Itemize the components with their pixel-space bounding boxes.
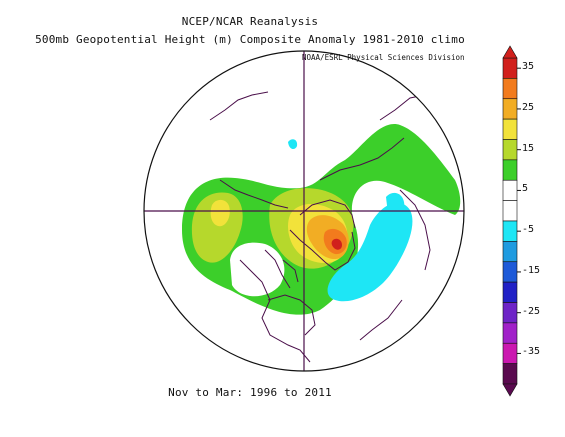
colorbar-swatch (502, 98, 518, 120)
colorbar-swatch (502, 139, 518, 161)
chart-title: NCEP/NCAR Reanalysis (181, 15, 319, 28)
colorbar-swatch (502, 342, 518, 364)
colorbar-swatch (502, 363, 518, 385)
colorbar-tick-label: -5 (522, 224, 535, 236)
period-label: Nov to Mar: 1996 to 2011 (168, 386, 332, 399)
colorbar-swatch (502, 159, 518, 181)
map-boundary (143, 50, 465, 372)
negative-anomaly-area (288, 139, 298, 150)
colorbar-swatch (502, 302, 518, 324)
positive-anomaly-area (191, 192, 243, 263)
colorbar-swatch (502, 281, 518, 303)
positive-anomaly-area (331, 238, 342, 250)
credit-text: NOAA/ESRL Physical Sciences Division (302, 53, 465, 62)
colorbar-tick-label: -15 (522, 264, 541, 276)
colorbar-top-arrow (502, 45, 518, 59)
coastlines (209, 91, 441, 363)
anomaly-fill-layer (182, 124, 461, 315)
colorbar-swatch (502, 220, 518, 242)
colorbar-swatch (502, 200, 518, 222)
negative-anomaly-area (327, 202, 413, 302)
colorbar-swatch (502, 78, 518, 100)
positive-anomaly-area (210, 199, 230, 227)
colorbar-swatch (502, 241, 518, 263)
colorbar-swatch (502, 322, 518, 344)
colorbar-tick-label: -25 (522, 305, 541, 317)
negative-anomaly-area (386, 192, 405, 217)
colorbar-tick-label: 35 (522, 61, 535, 73)
colorbar-tick-label: 5 (522, 183, 529, 195)
colorbar-tick-label: 25 (522, 101, 535, 113)
colorbar-swatch (502, 57, 518, 79)
chart-subtitle: 500mb Geopotential Height (m) Composite … (35, 33, 465, 46)
colorbar-swatch (502, 118, 518, 140)
colorbar-tick-label: -35 (522, 346, 541, 358)
colorbar-tick-label: 15 (522, 142, 535, 154)
colorbar-bottom-arrow (502, 383, 518, 397)
colorbar-swatch (502, 179, 518, 201)
colorbar-swatch (502, 261, 518, 283)
